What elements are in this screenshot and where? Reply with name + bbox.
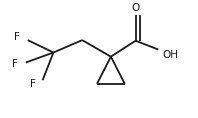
Text: O: O: [131, 3, 139, 13]
Text: F: F: [30, 79, 36, 89]
Text: F: F: [14, 32, 20, 42]
Text: OH: OH: [162, 50, 178, 60]
Text: F: F: [12, 59, 18, 69]
